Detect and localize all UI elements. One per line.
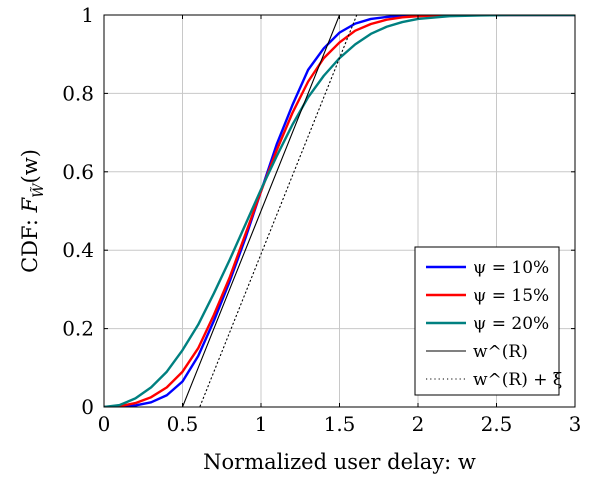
y-tick-label: 0.4 bbox=[62, 238, 94, 262]
x-tick-label: 1.5 bbox=[324, 412, 356, 436]
series-line bbox=[104, 15, 575, 407]
y-tick-label: 1 bbox=[81, 3, 94, 27]
ticks: 0 0.5 1 1.5 2 2.5 3 0 0.2 0.4 0.6 0.8 1 bbox=[62, 3, 581, 436]
y-tick-label: 0.2 bbox=[62, 317, 94, 341]
x-tick-label: 3 bbox=[569, 412, 582, 436]
x-axis-label: Normalized user delay: w bbox=[203, 450, 476, 474]
x-tick-label: 0 bbox=[98, 412, 111, 436]
axis-labels: Normalized user delay: w CDF: FW̃(w) bbox=[18, 149, 476, 474]
legend-label: w^(R) + ξ bbox=[473, 370, 562, 390]
legend-label: ψ = 10% bbox=[473, 258, 549, 278]
x-tick-label: 2 bbox=[412, 412, 425, 436]
legend-label: w^(R) bbox=[473, 342, 528, 362]
x-tick-label: 1 bbox=[255, 412, 268, 436]
legend: ψ = 10% ψ = 15% ψ = 20% w^(R) w^(R) + ξ bbox=[414, 246, 562, 396]
y-tick-label: 0 bbox=[81, 395, 94, 419]
series-line bbox=[104, 15, 575, 407]
legend-label: ψ = 20% bbox=[473, 314, 549, 334]
y-tick-label: 0.6 bbox=[62, 160, 94, 184]
y-axis-label: CDF: FW̃(w) bbox=[18, 149, 47, 273]
x-tick-label: 0.5 bbox=[167, 412, 199, 436]
series-line bbox=[104, 15, 575, 407]
legend-box bbox=[414, 246, 560, 396]
legend-label: ψ = 15% bbox=[473, 286, 549, 306]
y-tick-label: 0.8 bbox=[62, 81, 94, 105]
x-tick-label: 2.5 bbox=[481, 412, 513, 436]
